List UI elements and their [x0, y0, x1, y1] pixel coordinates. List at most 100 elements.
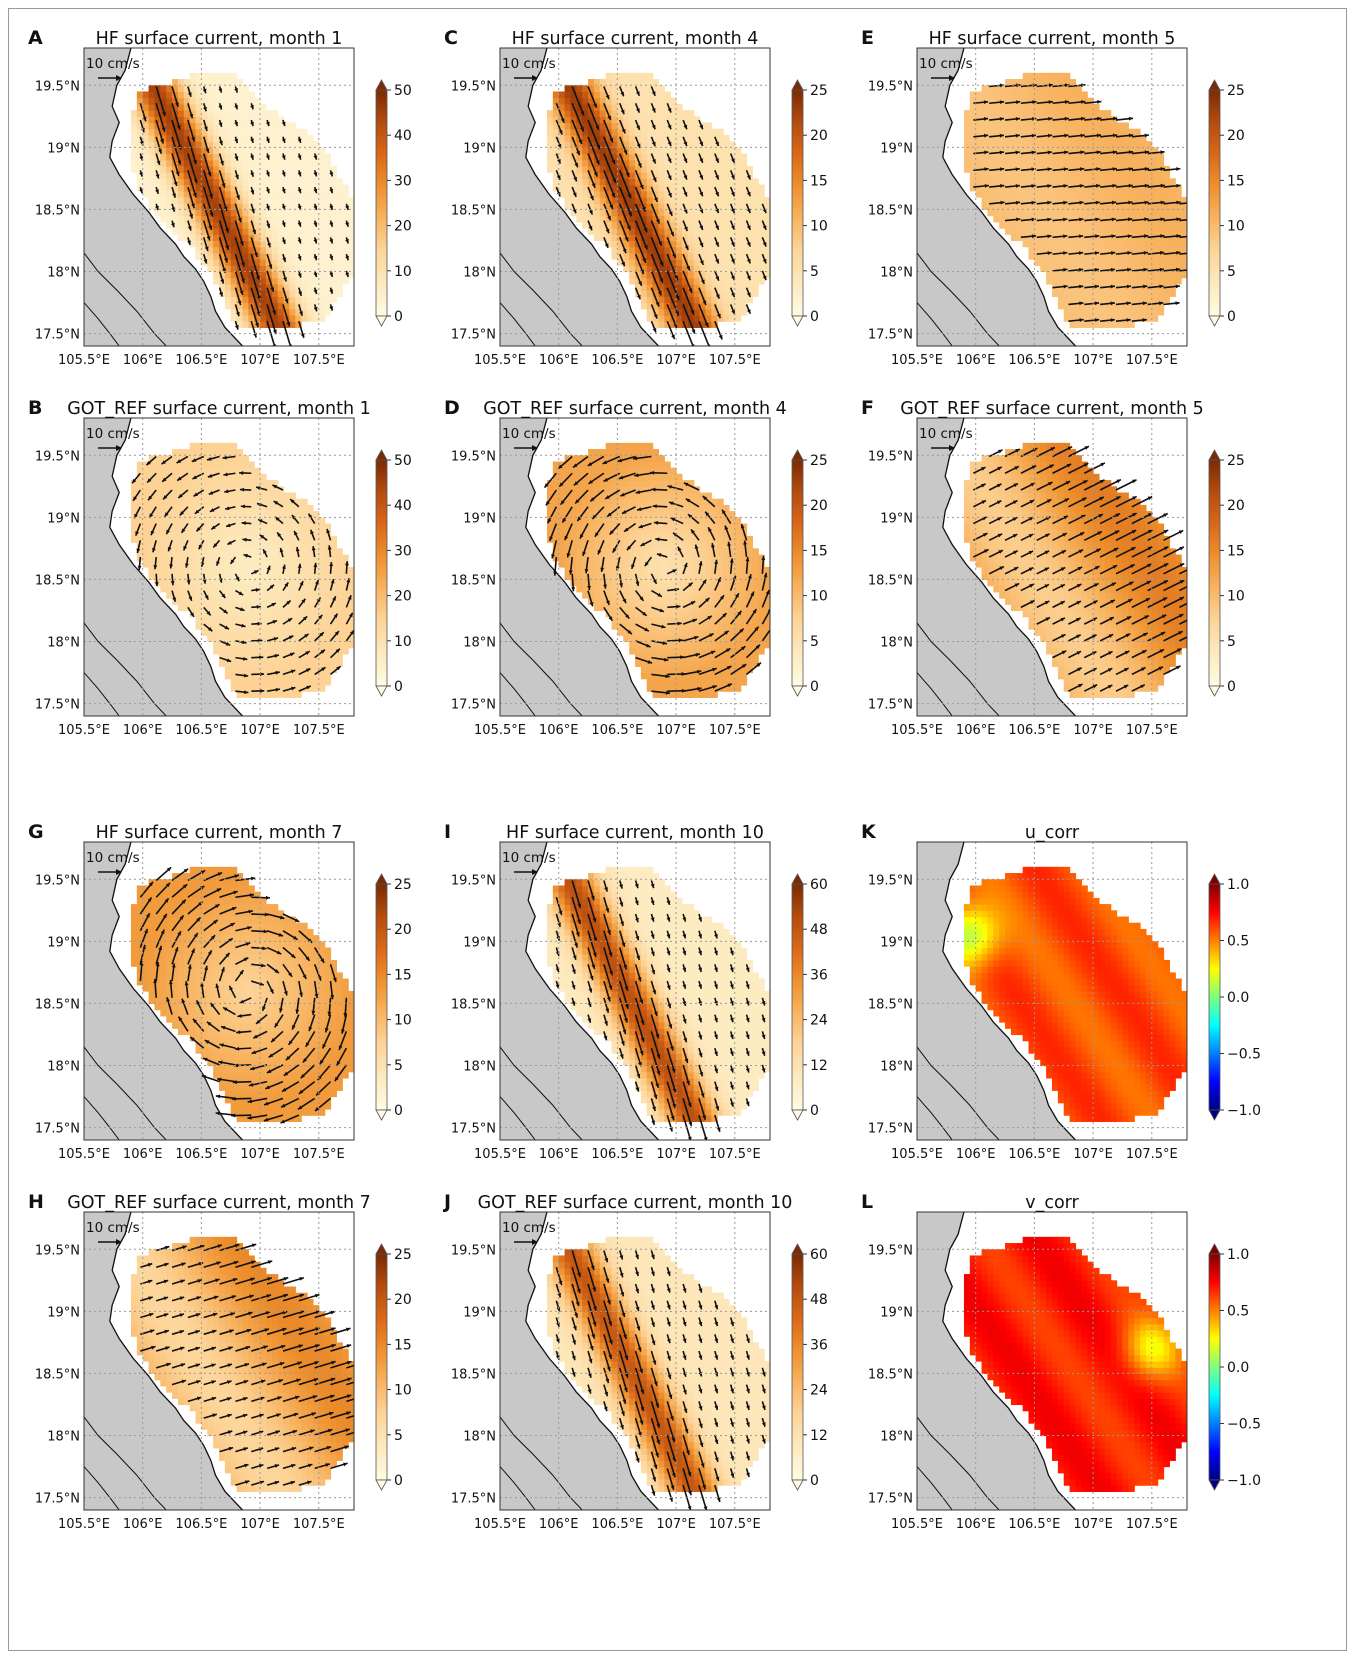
vector-arrow	[618, 153, 630, 178]
vector-arrowhead	[1080, 116, 1086, 121]
vector-arrowhead	[727, 683, 732, 688]
vector-arrowhead	[714, 1422, 719, 1427]
vector-arrowhead	[336, 1061, 341, 1066]
reference-arrowhead	[532, 75, 538, 81]
vector-arrowhead	[558, 130, 563, 135]
vector-arrowhead	[296, 1378, 301, 1383]
reference-arrowhead	[532, 445, 538, 451]
colorbar-tick-label: 60	[810, 1247, 828, 1263]
vector-arrowhead	[1076, 634, 1081, 639]
vector-arrowhead	[685, 498, 691, 503]
vector-arrowhead	[286, 600, 291, 605]
vector-arrowhead	[712, 685, 717, 689]
y-tick-label: 19°N	[463, 1305, 496, 1320]
x-tick-label: 106°E	[956, 1147, 996, 1162]
vector-arrowhead	[228, 1346, 233, 1351]
vector-arrowhead	[1045, 617, 1050, 622]
vector-arrowhead	[250, 121, 254, 127]
colorbar-body	[1208, 1253, 1221, 1481]
x-tick-label: 105.5°E	[58, 1147, 110, 1162]
vector-arrowhead	[588, 479, 593, 484]
colorbar-tick-label: 0	[1227, 679, 1236, 695]
vector-arrowhead	[1031, 184, 1036, 188]
vector-arrowhead	[187, 226, 192, 231]
vector-arrowhead	[193, 932, 198, 938]
vector-arrowhead	[336, 666, 341, 671]
vector-arrowhead	[651, 108, 656, 113]
vector-arrowhead	[313, 171, 318, 177]
vector-arrowhead	[637, 1347, 642, 1352]
y-tick-label: 17.5°N	[35, 1492, 80, 1507]
vector-arrowhead	[682, 1001, 687, 1006]
vector-arrowhead	[587, 1373, 592, 1378]
colorbar-tick-label: −1.0	[1227, 1103, 1261, 1119]
panel-K: 105.5°E 106°E 106.5°E 107°E 107.5°E19.5°N19°…	[861, 821, 1261, 1162]
vector-arrowhead	[163, 495, 168, 500]
vector-arrowhead	[1128, 150, 1134, 155]
vector-arrowhead	[239, 290, 244, 295]
vector-arrowhead	[1047, 184, 1052, 188]
vector-arrowhead	[330, 1377, 336, 1382]
vector-arrowhead	[1163, 513, 1168, 518]
vector-arrowhead	[1111, 251, 1116, 255]
vector-arrowhead	[730, 1338, 734, 1343]
vector-arrowhead	[590, 1265, 595, 1271]
border-line	[917, 1046, 1000, 1140]
vector-arrowhead	[294, 918, 300, 922]
vector-arrowhead	[730, 1473, 735, 1478]
vector-arrowhead	[166, 1362, 171, 1367]
vector-arrowhead	[307, 1463, 313, 1468]
vector-arrowhead	[256, 311, 261, 316]
vector-arrowhead	[593, 172, 598, 177]
vector-arrowhead	[315, 1106, 320, 1111]
vector-arrowhead	[652, 1477, 657, 1482]
vector-arrowhead	[636, 294, 641, 300]
vector-arrowhead	[180, 1279, 185, 1284]
colorbar-tick-label: 0.0	[1227, 1360, 1249, 1376]
vector-arrowhead	[242, 537, 247, 542]
vector-arrow	[587, 153, 598, 177]
vector-arrow	[218, 220, 230, 251]
vector-arrowhead	[330, 1310, 335, 1315]
vector-arrowhead	[1079, 234, 1084, 239]
vector-arrowhead	[983, 100, 989, 105]
vector-arrowhead	[1048, 100, 1053, 104]
vector-arrow	[571, 1267, 581, 1294]
vector-arrowhead	[235, 174, 239, 180]
colorbar-extend-max	[791, 873, 804, 885]
vector-arrowhead	[1063, 515, 1068, 520]
vector-arrowhead	[746, 1338, 750, 1343]
vector-arrowhead	[305, 651, 310, 655]
vector-arrowhead	[1196, 614, 1200, 618]
vector-arrowhead	[635, 490, 640, 495]
vector-arrowhead	[329, 306, 334, 311]
vector-arrowhead	[219, 292, 223, 297]
vector-arrowhead	[665, 674, 670, 679]
coastline	[942, 842, 1076, 1140]
coastline	[525, 1212, 659, 1510]
vector-arrowhead	[234, 138, 239, 144]
vector-arrowhead	[745, 1051, 750, 1056]
x-tick-label: 106.5°E	[1008, 1517, 1060, 1532]
vector-arrowhead	[619, 583, 624, 588]
vector-arrowhead	[1016, 217, 1021, 222]
vector-arrowhead	[305, 956, 310, 961]
vector-arrowhead	[301, 598, 306, 604]
vector-arrowhead	[1115, 513, 1121, 518]
vector-arrowhead	[211, 1396, 217, 1401]
vector-arrowhead	[576, 1288, 581, 1294]
x-tick-label: 106°E	[956, 1517, 996, 1532]
vector-arrowhead	[682, 1338, 687, 1343]
colorbar-extend-max	[1208, 1243, 1221, 1255]
vector-arrowhead	[288, 972, 293, 977]
vector-arrowhead	[702, 579, 707, 584]
map-body	[500, 48, 770, 346]
vector-arrowhead	[578, 139, 583, 145]
y-tick-label: 17.5°N	[35, 328, 80, 343]
vector-arrowhead	[719, 595, 724, 600]
vector-arrowhead	[651, 1340, 656, 1346]
vector-arrowhead	[266, 1069, 272, 1073]
y-tick-label: 19°N	[880, 935, 913, 950]
vector-arrowhead	[718, 334, 723, 340]
